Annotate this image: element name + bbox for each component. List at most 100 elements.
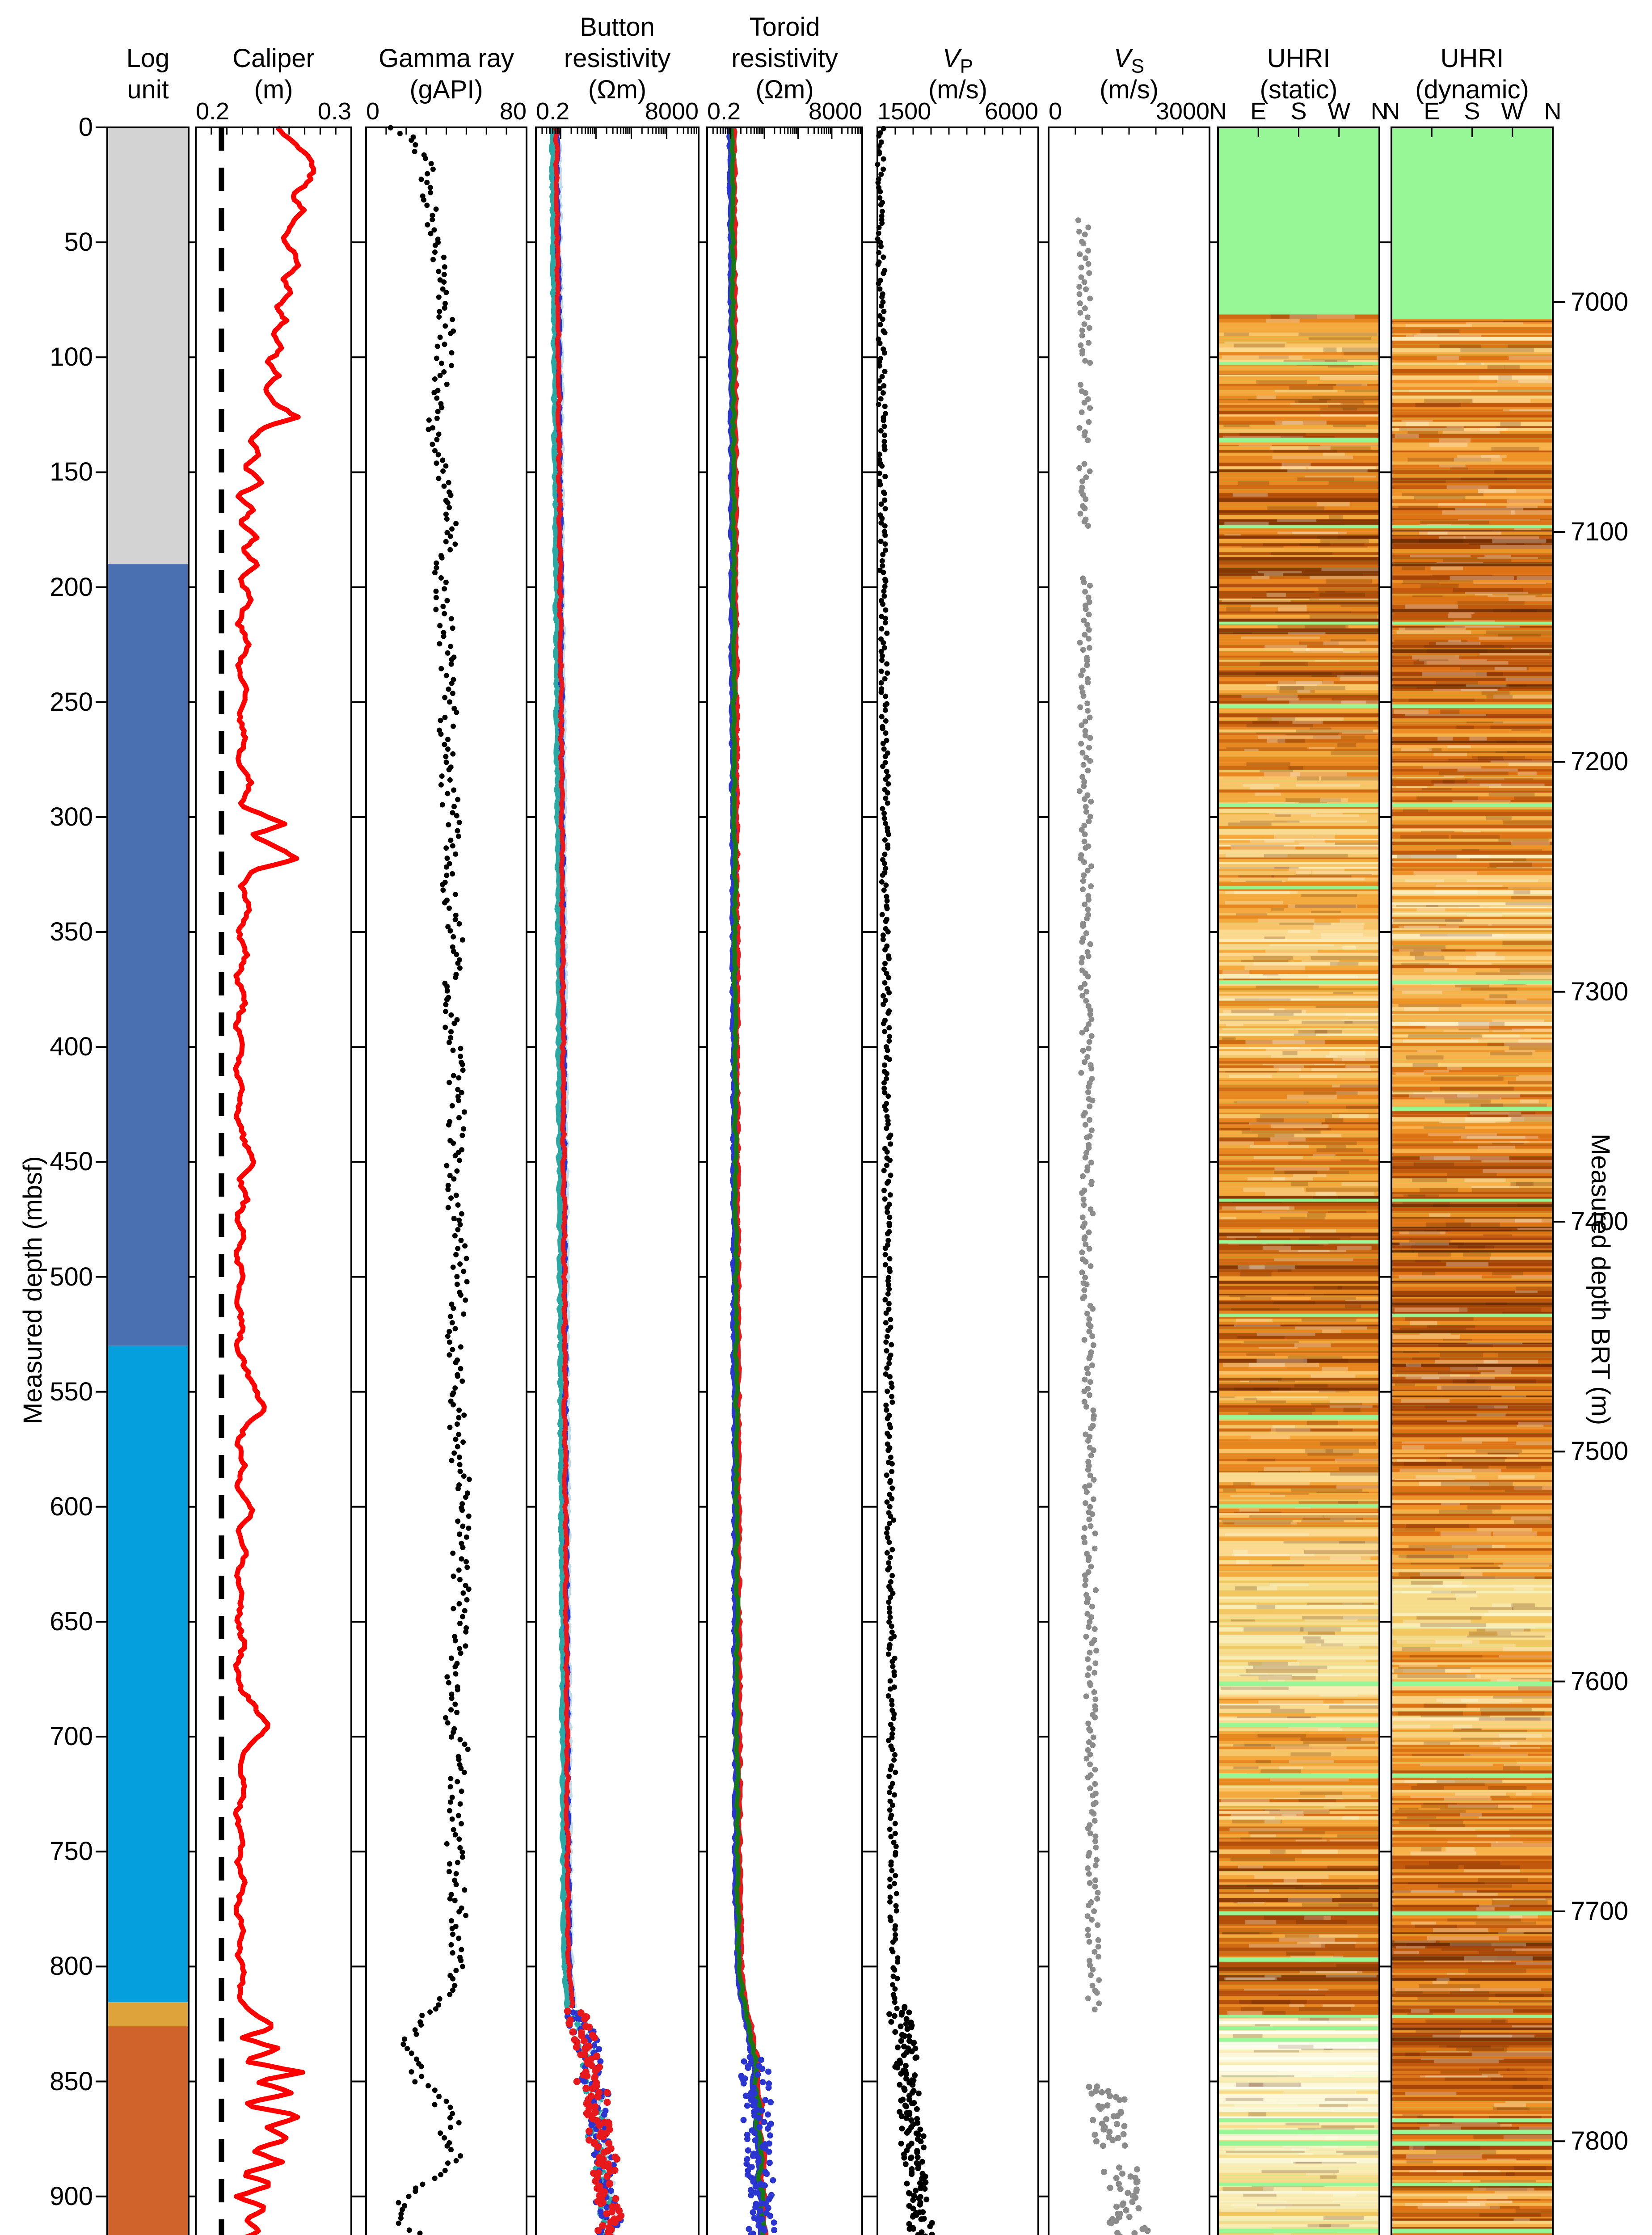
depth-label-800: 800 xyxy=(50,1952,93,1981)
scale-min-vs: 0 xyxy=(1049,98,1062,125)
scale-min-gr: 0 xyxy=(366,98,380,125)
track-box-vp xyxy=(877,127,1039,2235)
track-title-br-line2: (Ωm) xyxy=(588,75,647,104)
depth-label-850: 850 xyxy=(50,2066,93,2096)
series-caliper xyxy=(233,126,316,2235)
depth-label-0: 0 xyxy=(78,113,93,142)
series-button-xdeep-sc xyxy=(564,2007,625,2235)
track-title-us-line1: (static) xyxy=(1260,75,1338,104)
scale-max-br: 8000 xyxy=(645,98,699,125)
depth-label-650: 650 xyxy=(50,1607,93,1636)
depth-label-350: 350 xyxy=(50,917,93,947)
compass-us-0-N: N xyxy=(1209,98,1227,125)
depth-label-900: 900 xyxy=(50,2181,93,2211)
compass-ud-3-W: W xyxy=(1501,98,1524,125)
scale-max-vp: 6000 xyxy=(984,98,1038,125)
compass-us-3-W: W xyxy=(1328,98,1351,125)
brt-depth-label-7600: 7600 xyxy=(1571,1666,1629,1696)
uhri-static-image xyxy=(1219,128,1378,2235)
track-title-vs: VS xyxy=(1049,44,1210,81)
track-title-main-vs: V xyxy=(1113,44,1131,73)
depth-label-150: 150 xyxy=(50,457,93,487)
track-title-unit-line1: unit xyxy=(127,75,169,104)
brt-depth-label-7800: 7800 xyxy=(1571,2126,1629,2156)
brt-depth-label-7700: 7700 xyxy=(1571,1896,1629,1926)
brt-depth-label-7200: 7200 xyxy=(1571,747,1629,776)
track-title-gr-line0: Gamma ray xyxy=(379,44,514,73)
scale-min-vp: 1500 xyxy=(877,98,931,125)
track-title-us-line0: UHRI xyxy=(1267,44,1331,73)
track-title-tr-line2: (Ωm) xyxy=(755,75,814,104)
series-vp-lower xyxy=(886,2003,935,2235)
track-title-cal-line0: Caliper xyxy=(232,44,315,73)
depth-label-400: 400 xyxy=(50,1032,93,1062)
scale-max-vs: 3000 xyxy=(1155,98,1210,125)
track-title-vp-line0: (m/s) xyxy=(928,75,988,104)
compass-ud-4-N: N xyxy=(1544,98,1562,125)
brt-depth-label-7500: 7500 xyxy=(1571,1437,1629,1466)
series-button-xdeep xyxy=(553,126,575,2009)
track-box-us xyxy=(1217,127,1380,2235)
track-title-tr-line0: Toroid xyxy=(749,13,820,42)
depth-label-100: 100 xyxy=(50,342,93,372)
brt-depth-label-7000: 7000 xyxy=(1571,287,1629,316)
depth-label-700: 700 xyxy=(50,1722,93,1751)
depth-label-500: 500 xyxy=(50,1262,93,1291)
series-vs-lower xyxy=(1086,2083,1151,2235)
scale-max-tr: 8000 xyxy=(808,98,862,125)
track-title-cal-line1: (m) xyxy=(254,75,293,104)
brt-depth-label-7400: 7400 xyxy=(1571,1207,1629,1236)
series-toroid-bit xyxy=(729,127,766,2235)
scale-min-br: 0.2 xyxy=(536,98,570,125)
track-title-gr-line1: (gAPI) xyxy=(409,75,483,104)
compass-us-1-E: E xyxy=(1250,98,1267,125)
scale-max-gr: 80 xyxy=(499,98,527,125)
scale-min-tr: 0.2 xyxy=(707,98,741,125)
track-title-br-line1: resistivity xyxy=(564,44,671,73)
depth-label-750: 750 xyxy=(50,1837,93,1866)
log-unit-band-IIa xyxy=(107,564,189,1346)
track-title-vp: VP xyxy=(877,44,1038,81)
series-vs-upper xyxy=(1075,217,1102,2012)
track-title-ud-line1: (dynamic) xyxy=(1415,75,1529,104)
compass-us-4-N: N xyxy=(1370,98,1388,125)
track-title-main-vp: V xyxy=(942,44,960,73)
compass-us-2-S: S xyxy=(1290,98,1307,125)
track-box-ud xyxy=(1391,127,1554,2235)
track-title-vs-line0: (m/s) xyxy=(1099,75,1159,104)
log-unit-band-IIb xyxy=(107,1345,189,2003)
brt-depth-label-7300: 7300 xyxy=(1571,977,1629,1006)
depth-ticks xyxy=(96,127,1565,2197)
track-title-sub-vp: P xyxy=(960,55,974,77)
depth-label-300: 300 xyxy=(50,802,93,831)
log-unit-band-I xyxy=(107,127,189,565)
uhri-dynamic-image xyxy=(1392,128,1552,2235)
series-vp-upper xyxy=(875,126,901,2012)
scale-minor-ticks xyxy=(211,127,1513,139)
log-unit-band-III xyxy=(107,2002,189,2027)
depth-label-200: 200 xyxy=(50,572,93,602)
series-toroid-deep-sc xyxy=(738,2054,778,2235)
scale-max-cal: 0.3 xyxy=(317,98,351,125)
series-gamma-ray xyxy=(388,125,472,2235)
track-box-vs xyxy=(1048,127,1210,2235)
track-title-unit-line0: Log xyxy=(126,44,170,73)
depth-label-550: 550 xyxy=(50,1377,93,1406)
scale-min-cal: 0.2 xyxy=(196,98,230,125)
track-title-tr-line1: resistivity xyxy=(731,44,838,73)
log-unit-band-IV xyxy=(107,2026,189,2235)
depth-label-600: 600 xyxy=(50,1492,93,1521)
compass-ud-0-N: N xyxy=(1382,98,1400,125)
depth-label-450: 450 xyxy=(50,1147,93,1177)
track-box-gr xyxy=(365,127,527,2235)
depth-label-50: 50 xyxy=(64,228,93,257)
compass-ud-2-S: S xyxy=(1464,98,1480,125)
track-title-sub-vs: S xyxy=(1131,55,1145,77)
depth-label-250: 250 xyxy=(50,687,93,717)
brt-depth-label-7100: 7100 xyxy=(1571,517,1629,547)
track-title-ud-line0: UHRI xyxy=(1440,44,1504,73)
compass-ud-1-E: E xyxy=(1424,98,1440,125)
series-toroid-xdeep xyxy=(729,127,769,2235)
